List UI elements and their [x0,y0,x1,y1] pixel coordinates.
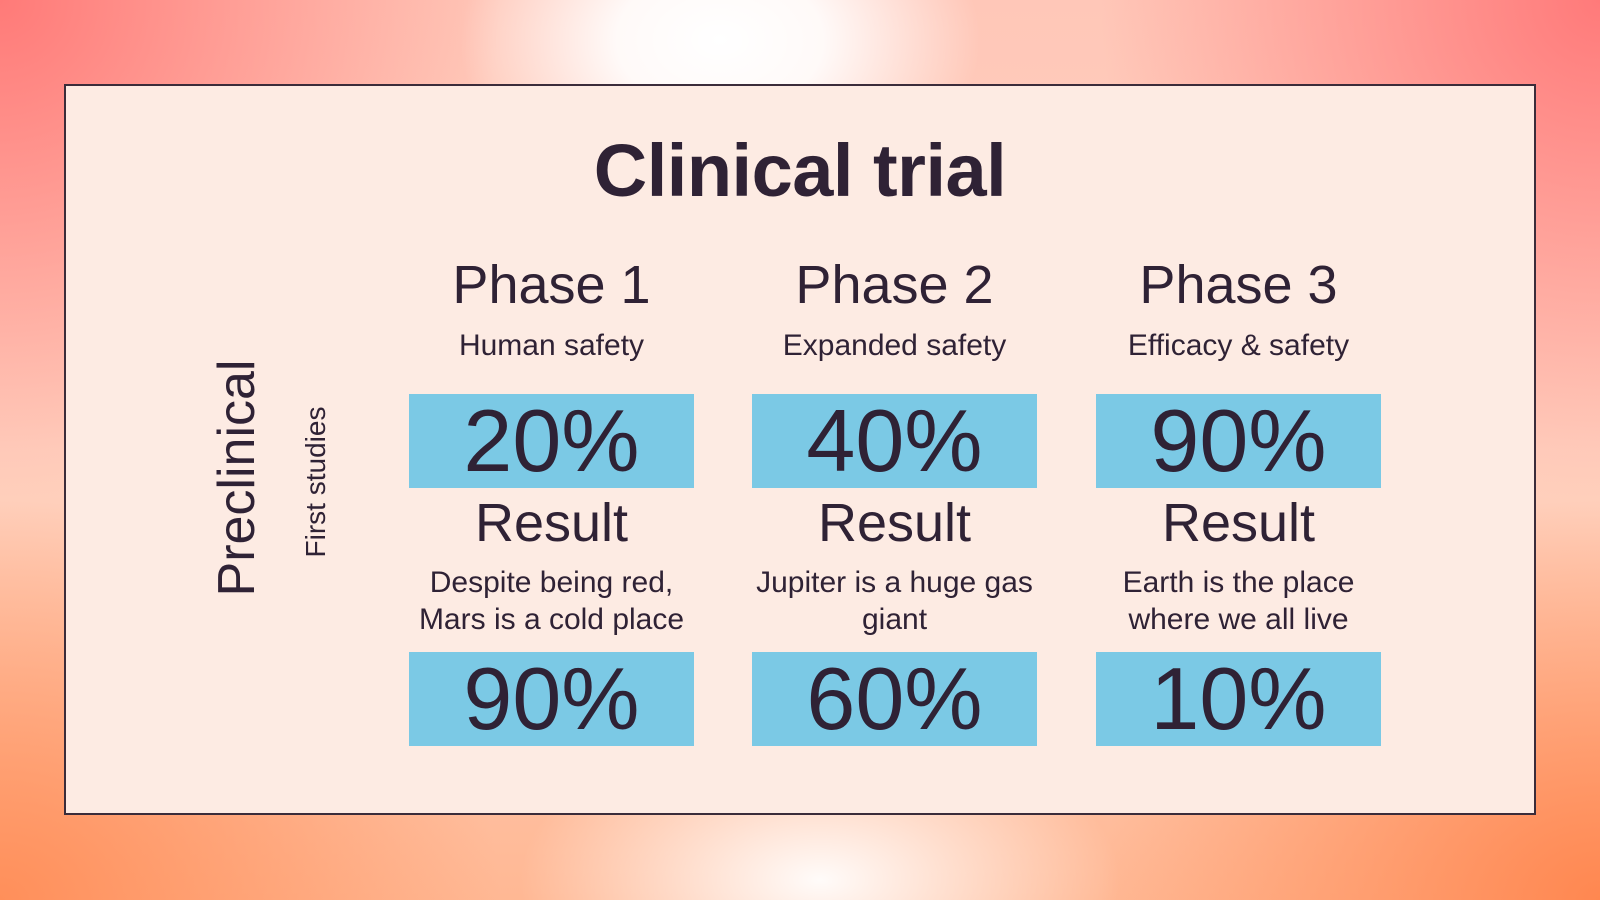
result-description: Jupiter is a huge gas giant [756,566,1033,636]
phase-column-2: Phase 2 Expanded safety 40% Result Jupit… [752,250,1037,746]
result-percentage: 10% [1096,652,1381,746]
slide-title: Clinical trial [593,129,1007,212]
phase-column-3: Phase 3 Efficacy & safety 90% Result Ear… [1096,250,1381,746]
phase-focus: Efficacy & safety [1127,329,1350,362]
result-description: Earth is the place where we all live [1122,566,1355,636]
phase-percentage: 40% [752,394,1037,488]
result-percentage: 60% [752,652,1037,746]
phase-title: Phase 2 [795,255,994,315]
preclinical-sublabel: First studies [300,406,331,558]
result-title: Result [474,493,629,553]
result-title: Result [1161,493,1316,553]
phase-column-1: Phase 1 Human safety 20% Result Despite … [409,250,694,746]
phase-percentage: 90% [1096,394,1381,488]
phase-title: Phase 3 [1139,255,1338,315]
result-description: Despite being red, Mars is a cold place [418,566,685,636]
result-title: Result [817,493,972,553]
phase-focus: Expanded safety [782,329,1007,362]
phase-title: Phase 1 [452,255,651,315]
preclinical-label: Preclinical [208,359,266,597]
phase-focus: Human safety [458,329,645,362]
result-percentage: 90% [409,652,694,746]
phase-percentage: 20% [409,394,694,488]
